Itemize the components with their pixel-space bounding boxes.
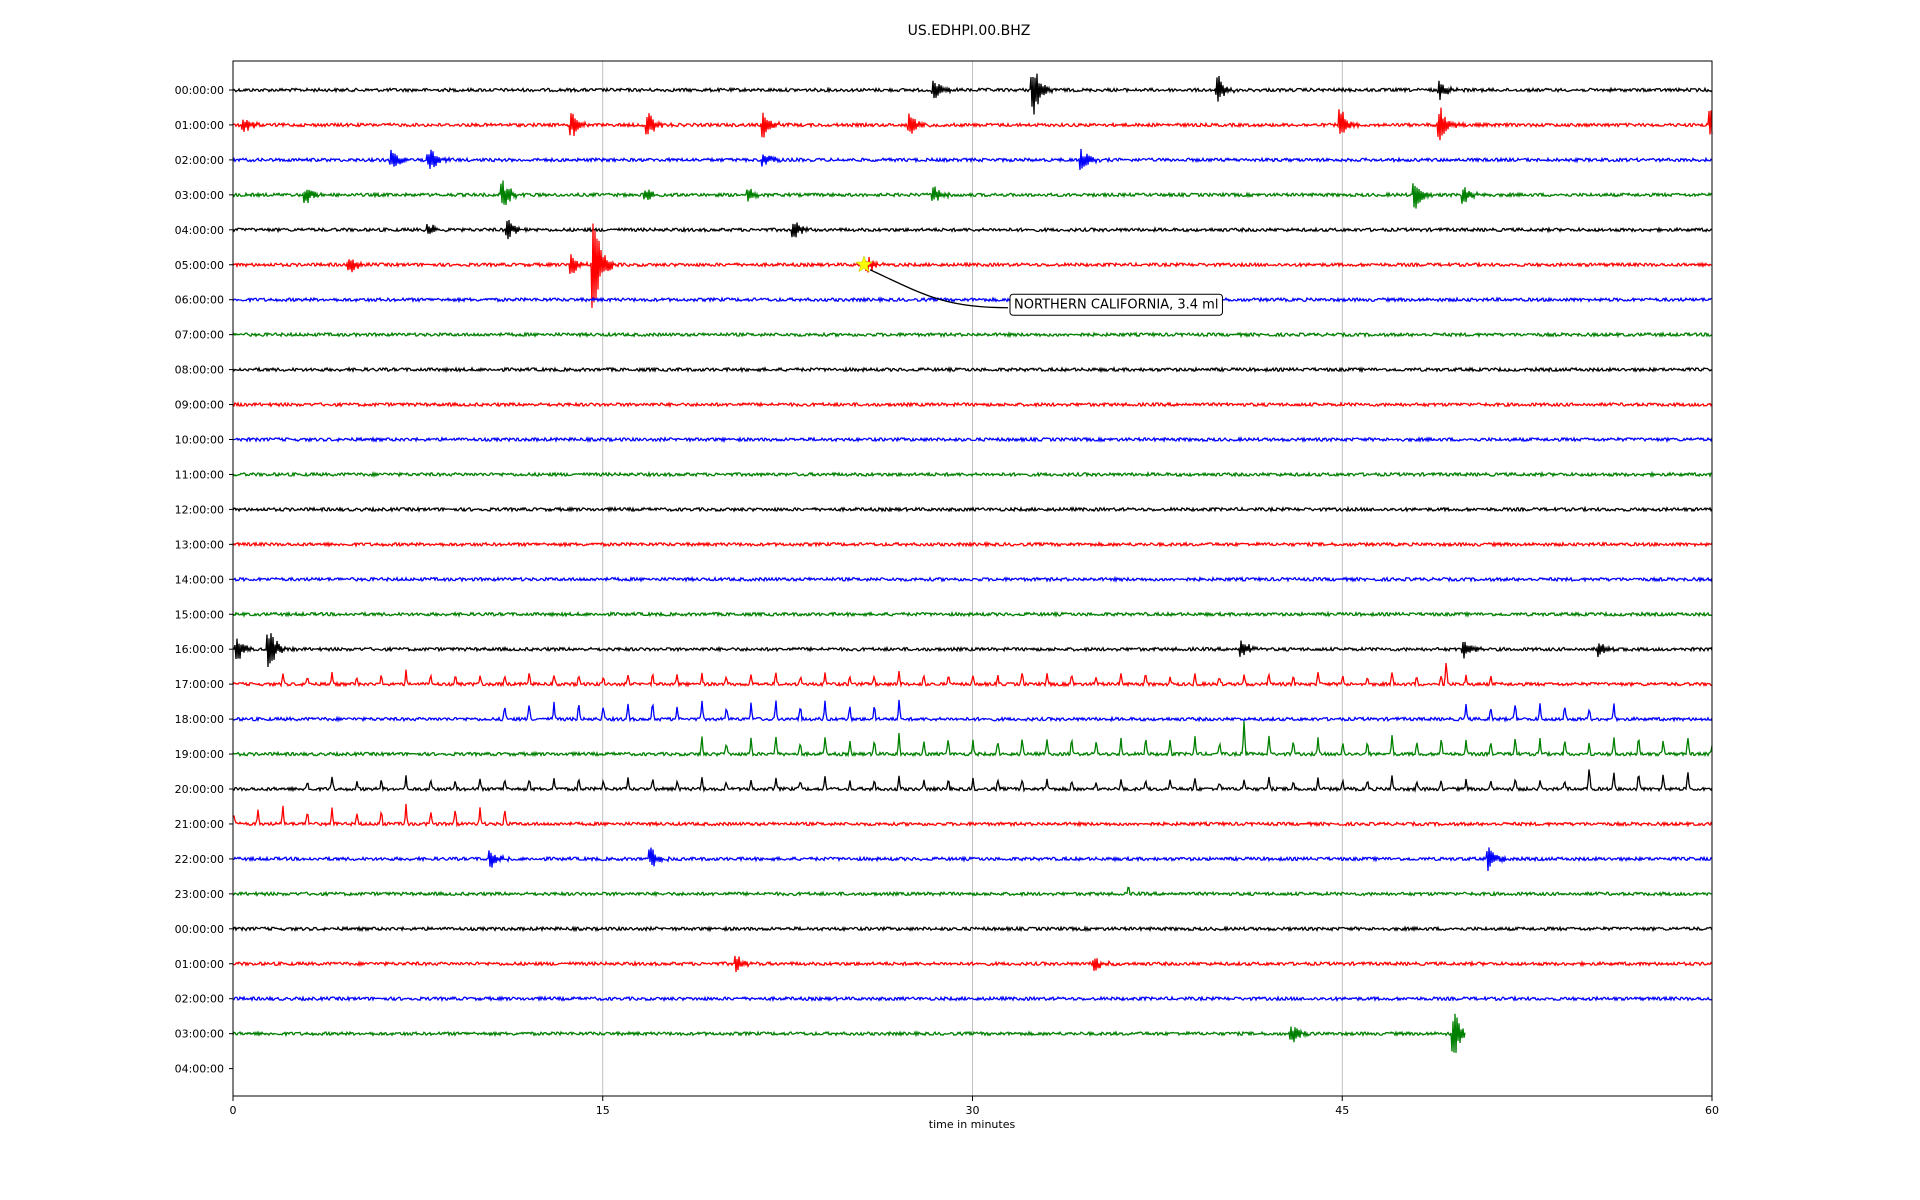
row-time-label: 12:00:00	[175, 503, 224, 516]
seismic-trace	[232, 699, 1713, 723]
row-time-label: 10:00:00	[175, 434, 224, 447]
seismic-trace	[232, 401, 1713, 409]
seismic-trace	[232, 435, 1713, 444]
seismic-trace	[232, 769, 1713, 793]
x-axis-label: time in minutes	[929, 1118, 1016, 1131]
annotation-label-box	[1009, 293, 1223, 316]
seismic-trace	[232, 994, 1713, 1003]
event-star-marker	[855, 255, 873, 273]
row-time-label: 09:00:00	[175, 399, 224, 412]
row-time-label: 14:00:00	[175, 573, 224, 586]
row-time-label: 00:00:00	[175, 923, 224, 936]
row-time-label: 19:00:00	[175, 748, 224, 761]
row-time-label: 21:00:00	[175, 818, 224, 831]
x-tick-label: 15	[596, 1104, 610, 1117]
row-time-label: 18:00:00	[175, 713, 224, 726]
row-time-label: 03:00:00	[175, 189, 224, 202]
seismic-trace	[232, 663, 1713, 688]
row-time-label: 01:00:00	[175, 958, 224, 971]
seismic-trace	[232, 73, 1713, 115]
x-tick-label: 45	[1335, 1104, 1349, 1117]
event-annotation: NORTHERN CALIFORNIA, 3.4 ml	[855, 255, 1223, 316]
row-time-label: 15:00:00	[175, 608, 224, 621]
seismic-trace	[232, 107, 1713, 141]
seismic-trace	[232, 331, 1713, 339]
row-time-label: 02:00:00	[175, 993, 224, 1006]
row-time-label: 22:00:00	[175, 853, 224, 866]
seismic-trace	[232, 470, 1713, 478]
seismic-trace	[232, 296, 1713, 304]
seismic-traces	[232, 73, 1713, 1053]
annotation-arrow	[869, 269, 1009, 309]
seismic-trace	[232, 610, 1713, 618]
row-time-label: 17:00:00	[175, 678, 224, 691]
row-time-label: 07:00:00	[175, 329, 224, 342]
seismic-trace	[232, 886, 1713, 898]
row-time-label: 04:00:00	[175, 224, 224, 237]
row-time-label: 23:00:00	[175, 888, 224, 901]
row-time-label: 02:00:00	[175, 154, 224, 167]
seismic-trace	[232, 219, 1713, 240]
row-time-label: 13:00:00	[175, 538, 224, 551]
annotation-label: NORTHERN CALIFORNIA, 3.4 ml	[1014, 297, 1218, 312]
row-time-label: 08:00:00	[175, 364, 224, 377]
row-time-label: 01:00:00	[175, 119, 224, 132]
seismic-trace	[232, 955, 1713, 972]
row-time-label: 03:00:00	[175, 1028, 224, 1041]
seismic-trace	[232, 575, 1713, 583]
seismic-trace	[232, 366, 1713, 374]
seismic-trace	[233, 847, 1713, 872]
chart-title: US.EDHPI.00.BHZ	[908, 23, 1031, 39]
seismic-trace	[232, 223, 1713, 308]
seismic-trace	[232, 148, 1713, 170]
row-time-label: 06:00:00	[175, 294, 224, 307]
seismic-trace	[232, 540, 1713, 549]
row-time-label: 04:00:00	[175, 1063, 224, 1076]
x-axis-ticks: 0 15 30 45 60	[230, 1096, 1719, 1117]
seismic-trace	[232, 633, 1713, 668]
seismic-trace	[232, 505, 1713, 513]
row-time-label: 16:00:00	[175, 643, 224, 656]
x-tick-label: 30	[966, 1104, 980, 1117]
row-time-label: 11:00:00	[175, 468, 224, 481]
seismic-trace	[232, 180, 1713, 209]
row-time-labels: 00:00:00 01:00:00 02:00:00 03:00:00 04:00:00…	[175, 84, 233, 1076]
seismic-trace	[232, 1013, 1466, 1053]
seismic-trace	[232, 803, 1713, 828]
row-time-label: 20:00:00	[175, 783, 224, 796]
x-tick-label: 0	[230, 1104, 237, 1117]
row-time-label: 05:00:00	[175, 259, 224, 272]
seismic-trace	[232, 925, 1713, 933]
seismic-trace	[232, 721, 1713, 758]
row-time-label: 00:00:00	[175, 84, 224, 97]
x-tick-label: 60	[1705, 1104, 1719, 1117]
